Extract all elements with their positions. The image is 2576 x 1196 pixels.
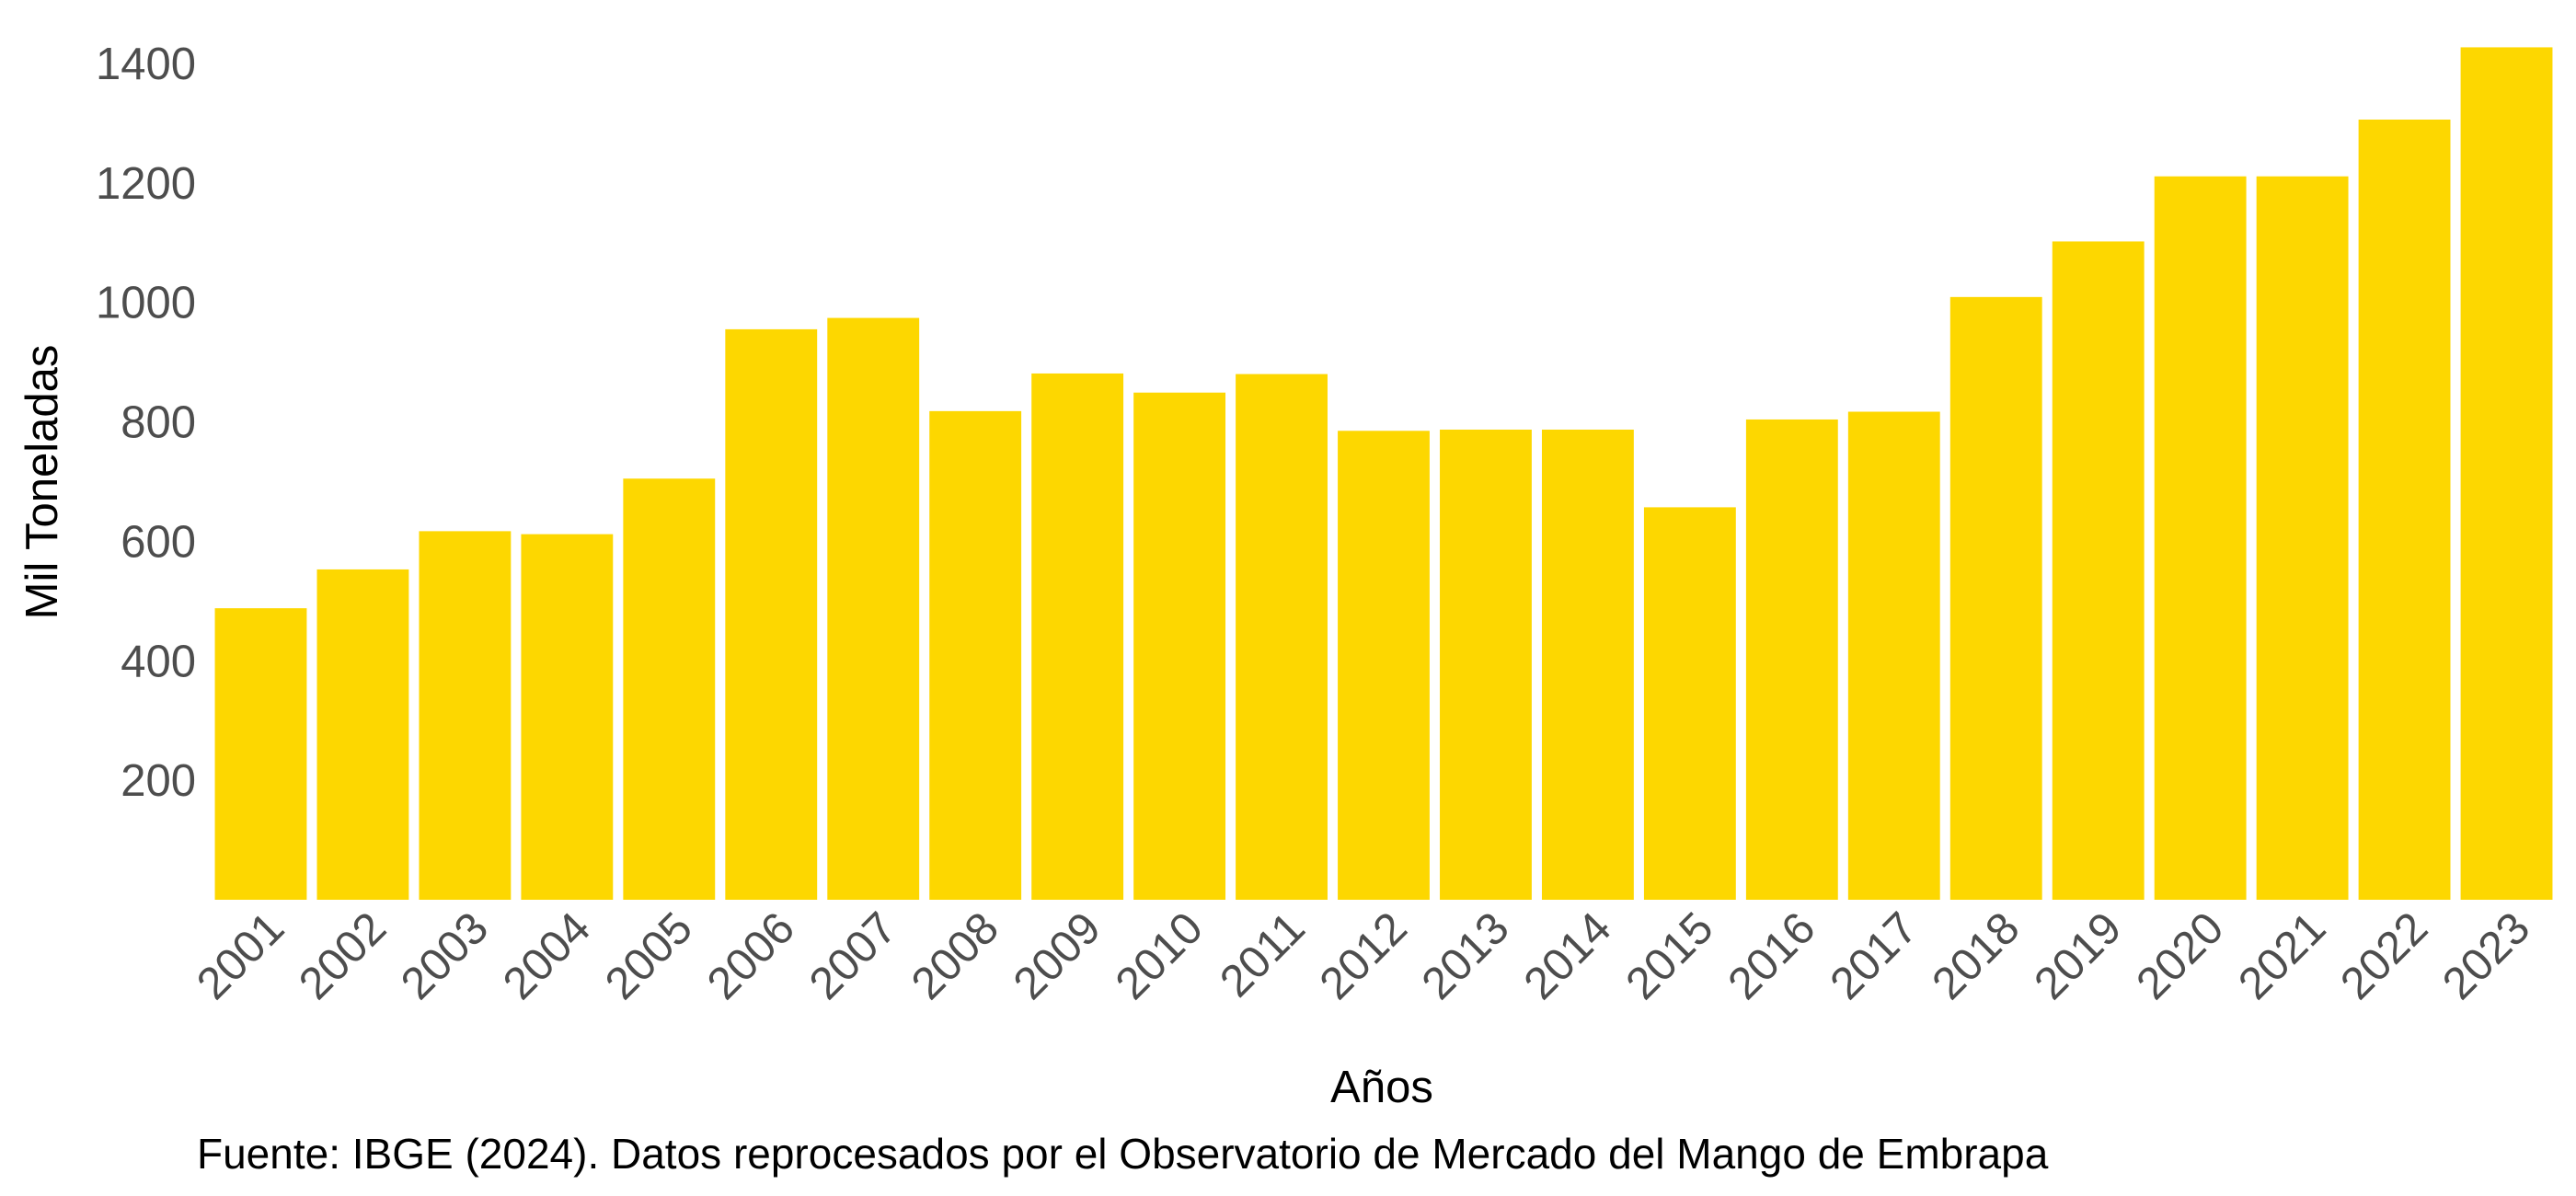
bar-2005 — [623, 478, 716, 900]
bar-2011 — [1236, 374, 1328, 901]
x-tick-label: 2002 — [290, 903, 396, 1009]
x-tick-label: 2003 — [392, 903, 498, 1009]
bar-2021 — [2256, 176, 2349, 900]
bar-2017 — [1847, 411, 1940, 900]
bar-2002 — [316, 569, 409, 900]
bar-2022 — [2358, 119, 2451, 901]
x-tick-label: 2017 — [1821, 903, 1926, 1009]
x-axis-ticks: 2001200220032004200520062007200820092010… — [188, 903, 2539, 1009]
x-tick-label: 2018 — [1923, 903, 2029, 1009]
x-tick-label: 2007 — [800, 903, 906, 1009]
x-tick-label: 2008 — [903, 903, 1008, 1009]
y-tick-label: 1200 — [96, 159, 196, 209]
y-axis-ticks: 200 400 600 800 1000 1200 1400 — [96, 40, 196, 806]
bar-2001 — [214, 608, 307, 900]
y-tick-label: 1000 — [96, 279, 196, 328]
x-tick-label: 2010 — [1107, 903, 1213, 1009]
x-tick-label: 2001 — [188, 903, 293, 1009]
x-axis-title: Años — [1330, 1063, 1433, 1112]
x-tick-label: 2012 — [1311, 903, 1417, 1009]
x-tick-label: 2009 — [1005, 903, 1110, 1009]
bars-layer — [214, 47, 2553, 901]
x-tick-label: 2006 — [698, 903, 804, 1009]
x-tick-label: 2013 — [1412, 903, 1518, 1009]
bar-2013 — [1440, 429, 1532, 900]
x-tick-label: 2022 — [2331, 903, 2437, 1009]
y-tick-label: 200 — [121, 756, 196, 806]
bar-2019 — [2052, 241, 2145, 900]
x-tick-label: 2004 — [494, 903, 600, 1009]
bar-2016 — [1745, 419, 1838, 900]
bar-2004 — [521, 534, 614, 900]
x-tick-label: 2011 — [1211, 903, 1315, 1007]
x-tick-label: 2019 — [2025, 903, 2131, 1009]
source-caption: Fuente: IBGE (2024). Datos reprocesados … — [197, 1130, 2049, 1178]
x-tick-label: 2005 — [596, 903, 702, 1009]
bar-2003 — [419, 531, 512, 900]
bar-2006 — [725, 328, 818, 900]
bar-2020 — [2154, 176, 2247, 900]
bar-2008 — [929, 410, 1022, 900]
x-tick-label: 2015 — [1616, 903, 1722, 1009]
bar-2009 — [1031, 373, 1124, 900]
x-tick-label: 2021 — [2229, 903, 2335, 1009]
y-tick-label: 800 — [121, 398, 196, 448]
bar-2014 — [1541, 429, 1634, 900]
x-tick-label: 2014 — [1514, 903, 1620, 1009]
bar-2007 — [827, 317, 920, 900]
bar-2023 — [2460, 47, 2553, 901]
x-tick-label: 2020 — [2127, 903, 2233, 1009]
y-tick-label: 400 — [121, 637, 196, 686]
y-tick-label: 1400 — [96, 40, 196, 89]
bar-2018 — [1949, 296, 2042, 901]
y-axis-title: Mil Toneladas — [17, 345, 67, 620]
y-tick-label: 600 — [121, 517, 196, 567]
bar-2015 — [1643, 507, 1736, 900]
bar-2012 — [1338, 431, 1430, 900]
x-tick-label: 2016 — [1719, 903, 1824, 1009]
bar-2010 — [1133, 392, 1226, 901]
x-tick-label: 2023 — [2433, 903, 2539, 1009]
